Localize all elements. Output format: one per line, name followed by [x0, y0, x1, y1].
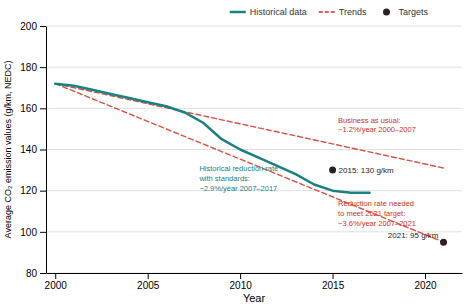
point — [440, 239, 447, 246]
x-tick: 2005 — [137, 273, 160, 291]
y-tick-label: 160 — [20, 103, 37, 114]
y-tick-label: 120 — [20, 185, 37, 196]
annotation-line: with standards: — [198, 174, 249, 183]
y-axis-title: Average CO₂ emission values (g/km, NEDC) — [3, 61, 13, 239]
x-tick-mark — [425, 273, 426, 279]
line — [55, 84, 369, 193]
y-tick-mark — [40, 232, 46, 233]
y-tick-mark — [40, 108, 46, 109]
legend-swatch — [319, 11, 335, 12]
legend-item: Targets — [383, 7, 429, 17]
chart: 2000 2005 2010 2015 2020 80 100 120 140 160 180 200… — [0, 0, 474, 305]
legend-label: Trends — [339, 7, 367, 17]
x-tick-mark — [148, 273, 149, 279]
point — [329, 167, 336, 174]
x-tick-label: 2010 — [230, 280, 253, 291]
y-tick-label: 80 — [26, 268, 38, 279]
y-tick-mark — [40, 191, 46, 192]
grid — [46, 26, 462, 273]
y-tick-label: 140 — [20, 144, 37, 155]
y-tick-label: 200 — [20, 21, 37, 32]
legend-item: Trends — [319, 7, 367, 17]
y-tick: 180 — [20, 62, 46, 73]
grid-line — [46, 67, 462, 68]
legend-label: Targets — [398, 7, 428, 17]
x-tick-mark — [240, 273, 241, 279]
y-tick: 80 — [26, 268, 46, 279]
trend-line — [55, 84, 443, 168]
annotation: Business as usual:−1.2%/year 2000–2007 — [338, 116, 416, 135]
x-tick-label: 2015 — [322, 280, 345, 291]
annotation-line: −3.6%/year 2007–2021 — [338, 219, 416, 228]
annotation-line: to meet 2021 target: — [338, 209, 405, 218]
y-tick: 120 — [20, 185, 46, 196]
trend-line — [55, 84, 443, 242]
grid-line — [46, 149, 462, 150]
labels: 2015: 130 g/km 2021: 95 g/km Business as u… — [198, 116, 438, 241]
legend-label: Historical data — [250, 7, 307, 17]
x-tick: 2010 — [230, 273, 253, 291]
y-axis-line — [46, 27, 47, 274]
y-tick-mark — [40, 273, 46, 274]
annotation-line: Reduction rate needed — [338, 199, 414, 208]
legend: Historical data Trends Targets — [230, 7, 429, 17]
data-label: 2021: 95 g/km — [388, 231, 439, 240]
x-tick: 2000 — [45, 273, 68, 291]
legend-swatch — [230, 11, 246, 14]
grid-line — [46, 273, 462, 274]
y-tick-mark — [40, 26, 46, 27]
x-tick-label: 2020 — [414, 280, 437, 291]
annotation-line: Historical reduction rate — [199, 164, 278, 173]
x-tick: 2020 — [414, 273, 437, 291]
y-axis: 80 100 120 140 160 180 200 — [20, 21, 46, 279]
data-label: 2015: 130 g/km — [339, 166, 394, 175]
y-tick-label: 100 — [20, 227, 37, 238]
y-tick-label: 180 — [20, 62, 37, 73]
y-tick: 100 — [20, 227, 46, 238]
x-tick-mark — [55, 273, 56, 279]
legend-swatch — [383, 9, 390, 16]
legend-item: Historical data — [230, 7, 307, 17]
annotation: Reduction rate neededto meet 2021 target… — [338, 199, 416, 228]
grid-line — [46, 108, 462, 109]
x-axis-title: Year — [243, 292, 266, 304]
y-tick-mark — [40, 67, 46, 68]
grid-line — [46, 26, 462, 27]
x-tick-label: 2000 — [45, 280, 68, 291]
y-tick: 160 — [20, 103, 46, 114]
marks — [55, 84, 447, 246]
x-axis: 2000 2005 2010 2015 2020 — [45, 273, 463, 291]
annotation-line: Business as usual: — [338, 116, 401, 125]
y-tick: 200 — [20, 21, 46, 32]
annotation-line: −1.2%/year 2000–2007 — [338, 125, 416, 134]
y-tick-mark — [40, 150, 46, 151]
annotation-line: −2.9%/year 2007–2017 — [199, 184, 277, 193]
x-axis-line — [47, 273, 463, 274]
x-tick-label: 2005 — [137, 280, 160, 291]
x-tick-mark — [333, 273, 334, 279]
x-tick: 2015 — [322, 273, 345, 291]
annotation: Historical reduction ratewith standards:… — [198, 164, 278, 193]
y-tick: 140 — [20, 144, 46, 155]
